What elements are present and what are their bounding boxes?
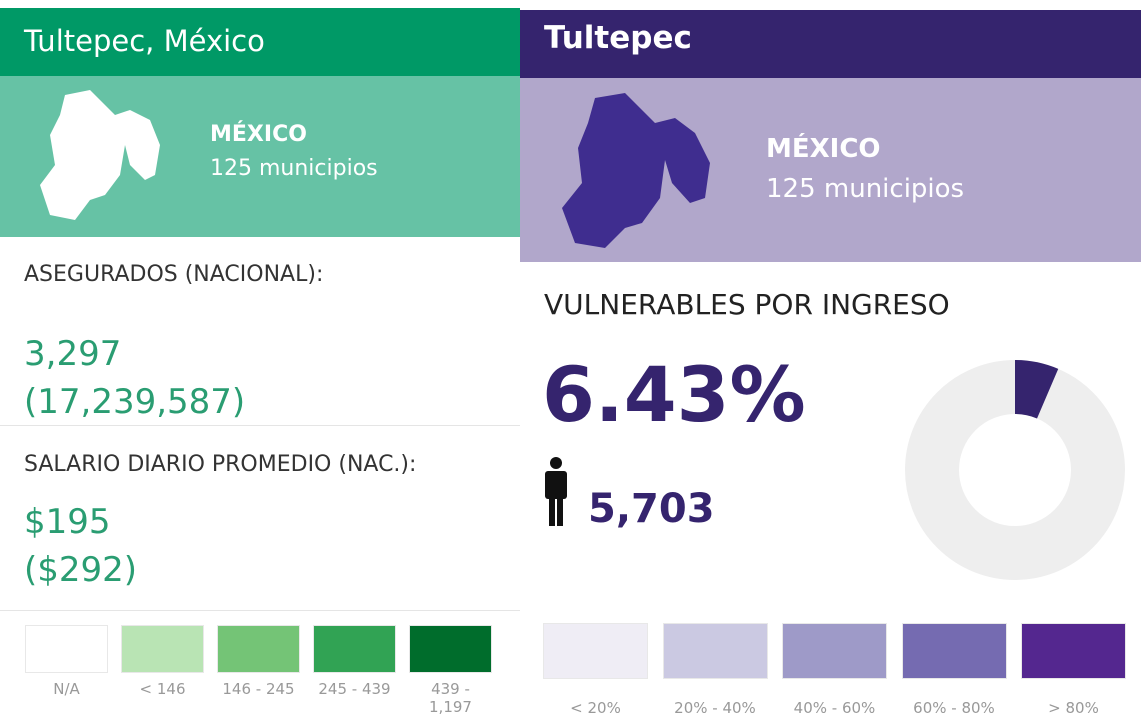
legend-label: 20% - 40% — [674, 699, 756, 717]
state-map — [40, 90, 160, 220]
legend-label: 245 - 439 — [318, 680, 391, 698]
legend-swatch — [1021, 623, 1126, 679]
legend-label: < 146 — [139, 680, 186, 698]
legend-label: < 20% — [570, 699, 621, 717]
donut-segment — [1015, 360, 1059, 419]
legend-swatch — [409, 625, 492, 673]
divider — [0, 610, 520, 611]
person-icon — [545, 457, 567, 526]
right-title: Tultepec — [544, 20, 692, 56]
metric-label: VULNERABLES POR INGRESO — [544, 288, 950, 321]
right-municipalities: 125 municipios — [766, 174, 965, 204]
left-header — [0, 8, 520, 76]
legend-swatch — [782, 623, 887, 679]
legend-label: 60% - 80% — [913, 699, 995, 717]
legend-swatch — [313, 625, 396, 673]
donut-chart — [905, 360, 1125, 580]
percent-value: 6.43% — [542, 350, 806, 439]
metric-national: ($292) — [24, 550, 138, 590]
right-state: MÉXICO — [766, 134, 881, 164]
left-state: MÉXICO — [210, 122, 307, 147]
legend-swatch — [543, 623, 648, 679]
people-count: 5,703 — [588, 486, 715, 532]
legend-swatch — [217, 625, 300, 673]
legend-label: N/A — [53, 680, 80, 698]
right-header — [520, 10, 1141, 78]
legend-label: 146 - 245 — [222, 680, 295, 698]
legend-swatch — [901, 623, 1007, 679]
legend-swatch — [662, 623, 768, 679]
legend-swatch — [121, 625, 204, 673]
legend-label: > 80% — [1048, 699, 1099, 717]
metric-label: ASEGURADOS (NACIONAL): — [24, 262, 324, 287]
metric-value: $195 — [24, 502, 111, 542]
legend-swatch — [25, 625, 108, 673]
legend-label: 439 - 1,197 — [429, 680, 472, 716]
state-map — [562, 93, 710, 248]
legend-label: 40% - 60% — [793, 699, 876, 717]
metric-national: (17,239,587) — [24, 382, 246, 422]
metric-label: SALARIO DIARIO PROMEDIO (NAC.): — [24, 452, 417, 477]
divider — [0, 425, 520, 426]
left-municipalities: 125 municipios — [210, 156, 378, 181]
left-title: Tultepec, México — [24, 24, 265, 58]
metric-value: 3,297 — [24, 334, 122, 374]
